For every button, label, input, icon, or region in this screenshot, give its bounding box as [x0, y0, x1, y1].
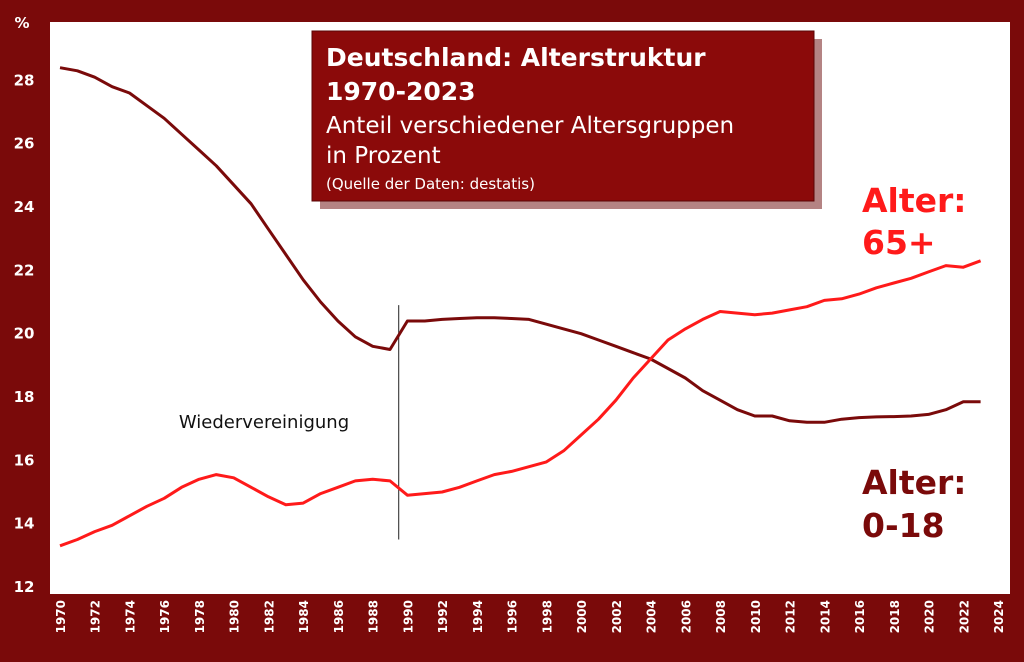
series-line-0-18	[59, 66, 981, 424]
x-tick-label: 1986	[332, 600, 346, 633]
y-tick-label: 24	[14, 198, 35, 216]
title-box: Deutschland: Alterstruktur 1970-2023 Ant…	[311, 30, 822, 209]
x-tick-label: 2008	[714, 600, 728, 633]
x-tick-label: 1992	[436, 600, 450, 633]
x-tick-label: 2014	[818, 600, 832, 633]
x-tick-label: 2024	[992, 600, 1006, 633]
series-label-0-18-line1: Alter:	[862, 463, 966, 502]
x-tick-label: 1980	[228, 600, 242, 633]
x-tick-label: 1990	[401, 600, 415, 633]
x-tick-labels: 1970 1972 1974 1976 1978 1980 1982 1984 1986 1988…	[54, 600, 1006, 633]
x-tick-label: 2016	[853, 600, 867, 633]
x-tick-label: 2020	[923, 600, 937, 633]
x-tick-label: 2022	[957, 600, 971, 633]
chart-title-line2: 1970-2023	[326, 77, 476, 106]
chart-subtitle-line2: in Prozent	[326, 143, 441, 169]
x-tick-label: 2018	[888, 600, 902, 633]
x-tick-label: 1984	[297, 600, 311, 633]
series-line-65-plus	[59, 259, 982, 548]
x-tick-label: 2000	[575, 600, 589, 633]
x-tick-label: 1982	[262, 600, 276, 633]
x-tick-label: 2004	[645, 600, 659, 633]
y-tick-label: 20	[14, 325, 35, 343]
x-tick-label: 1996	[506, 600, 520, 633]
y-tick-label: 18	[14, 388, 35, 406]
x-tick-label: 2002	[610, 600, 624, 633]
series-label-65-plus-line2: 65+	[862, 223, 936, 262]
y-tick-label: 22	[14, 261, 35, 279]
y-tick-label: 26	[14, 135, 35, 153]
y-tick-label: 12	[14, 578, 35, 596]
y-tick-label: 14	[14, 515, 35, 533]
x-tick-label: 1988	[367, 600, 381, 633]
x-tick-label: 2010	[749, 600, 763, 633]
x-tick-label: 1974	[123, 600, 137, 633]
x-tick-label: 1972	[89, 600, 103, 633]
y-tick-label: 28	[14, 71, 35, 89]
title-box-background	[311, 30, 815, 202]
chart-source: (Quelle der Daten: destatis)	[326, 175, 535, 193]
y-tick-label: 16	[14, 451, 35, 469]
x-tick-label: 1998	[540, 600, 554, 633]
y-tick-labels: 12 14 16 18 20 22 24 26 28	[14, 71, 35, 596]
x-tick-label: 1970	[54, 600, 68, 633]
chart-title-line1: Deutschland: Alterstruktur	[326, 43, 706, 72]
x-tick-label: 1976	[158, 600, 172, 633]
x-tick-label: 2006	[679, 600, 693, 633]
series-label-65-plus-line1: Alter:	[862, 181, 966, 220]
chart-subtitle-line1: Anteil verschiedener Altersgruppen	[326, 113, 734, 139]
x-tick-label: 2012	[784, 600, 798, 633]
reunification-label: Wiedervereinigung	[179, 412, 349, 433]
x-tick-label: 1978	[193, 600, 207, 633]
y-axis-unit: %	[14, 14, 29, 32]
x-tick-label: 1994	[471, 600, 485, 633]
series-label-0-18-line2: 0-18	[862, 506, 945, 545]
